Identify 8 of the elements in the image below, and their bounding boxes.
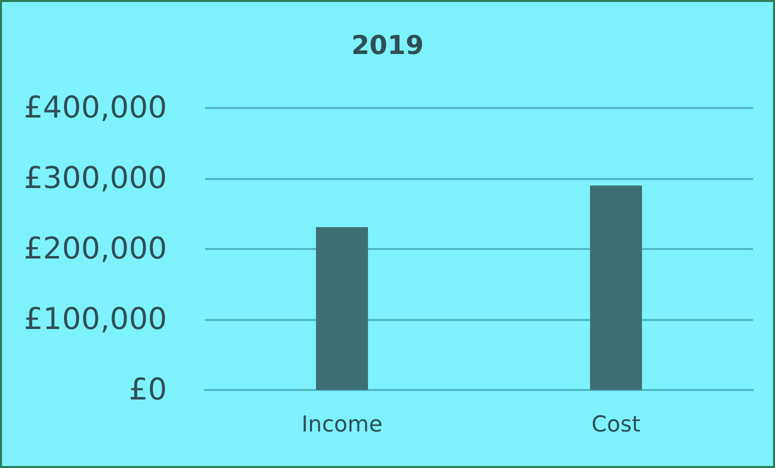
chart-title: 2019	[351, 31, 424, 61]
y-tick-label: £100,000	[24, 302, 167, 337]
y-tick-label: £400,000	[24, 90, 167, 126]
x-tick-label: Cost	[592, 412, 641, 438]
y-tick-label: £0	[128, 372, 167, 408]
x-tick-label: Income	[302, 412, 382, 438]
y-tick-label: £200,000	[24, 232, 167, 266]
y-tick-label: £300,000	[24, 161, 167, 196]
